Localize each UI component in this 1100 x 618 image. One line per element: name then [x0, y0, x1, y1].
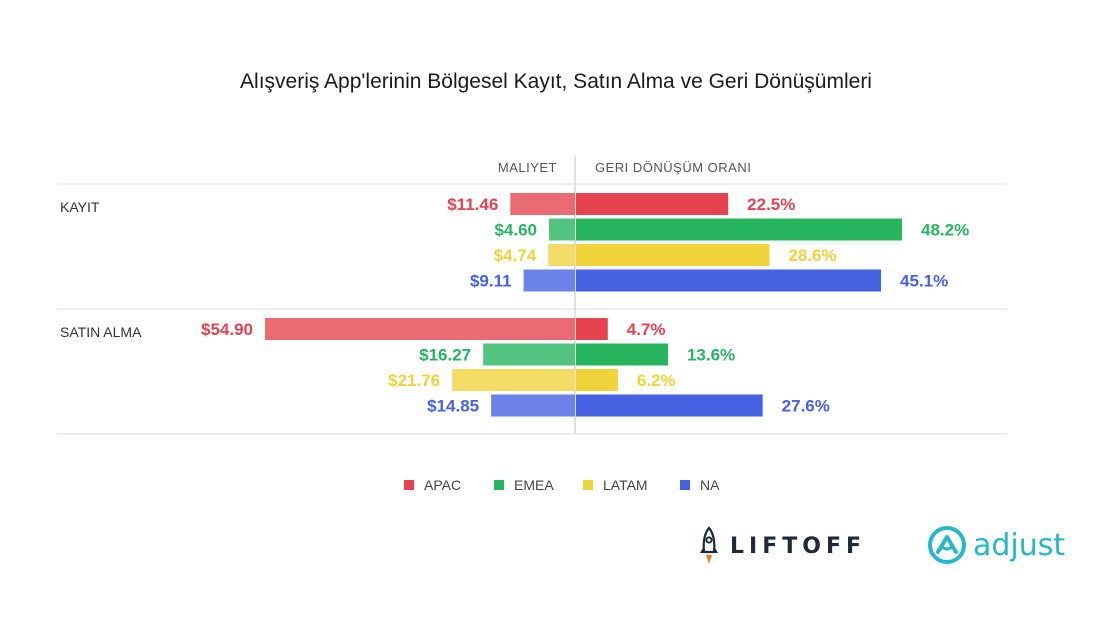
cost-bar-1-na: [491, 394, 575, 417]
rate-label-1-apac: 4.7%: [627, 320, 666, 339]
cost-bar-1-apac: [265, 318, 575, 340]
legend-swatch-na: [680, 480, 690, 490]
rate-bar-0-apac: [576, 193, 729, 215]
rate-label-0-apac: 22.5%: [747, 195, 795, 214]
cost-header: MALIYET: [498, 160, 557, 175]
rate-label-0-emea: 48.2%: [921, 221, 969, 240]
chart-title: Alışveriş App'lerinin Bölgesel Kayıt, Sa…: [240, 70, 872, 93]
cost-label-0-latam: $4.74: [494, 246, 537, 265]
legend-swatch-latam: [583, 480, 593, 490]
rate-bar-1-apac: [576, 318, 608, 340]
rate-label-0-na: 45.1%: [900, 272, 948, 291]
legend-label-latam: LATAM: [603, 477, 648, 493]
legend-label-na: NA: [700, 477, 720, 493]
liftoff-logo: LIFTOFF: [698, 526, 866, 566]
adjust-logo: adjust: [927, 522, 1065, 568]
rate-bar-0-na: [576, 269, 882, 292]
rate-bar-1-emea: [576, 343, 668, 366]
cost-label-0-emea: $4.60: [494, 221, 537, 240]
adjust-a-icon: [928, 526, 966, 564]
cost-label-1-latam: $21.76: [388, 371, 440, 390]
cost-label-0-apac: $11.46: [447, 195, 498, 214]
cost-label-0-na: $9.11: [470, 272, 512, 291]
rate-header: GERI DÖNÜŞÜM ORANI: [595, 160, 751, 175]
cost-bar-0-na: [523, 269, 575, 292]
legend-label-apac: APAC: [424, 477, 461, 493]
adjust-wordmark: adjust: [973, 527, 1066, 563]
legend-swatch-emea: [494, 480, 504, 490]
rate-label-1-emea: 13.6%: [687, 346, 735, 365]
cost-bar-1-latam: [452, 369, 575, 391]
group-label-kayit: KAYIT: [60, 199, 100, 215]
cost-label-1-emea: $16.27: [419, 346, 471, 365]
cost-bar-0-emea: [549, 218, 575, 241]
rate-bar-1-latam: [576, 369, 618, 391]
liftoff-wordmark: LIFTOFF: [730, 533, 866, 559]
rate-bar-0-emea: [576, 218, 902, 241]
cost-label-1-na: $14.85: [427, 397, 479, 416]
rate-label-1-latam: 6.2%: [637, 371, 676, 390]
cost-bar-1-emea: [483, 343, 575, 366]
legend-label-emea: EMEA: [514, 477, 554, 493]
group-label-satin-alma: SATIN ALMA: [60, 324, 142, 340]
rate-label-0-latam: 28.6%: [788, 246, 836, 265]
cost-bar-0-apac: [510, 193, 575, 215]
cost-label-1-apac: $54.90: [201, 320, 253, 339]
rocket-icon: [700, 526, 718, 564]
rate-bar-1-na: [576, 394, 763, 417]
rate-label-1-na: 27.6%: [782, 397, 830, 416]
rate-bar-0-latam: [576, 244, 770, 266]
legend-swatch-apac: [404, 480, 414, 490]
cost-bar-0-latam: [548, 244, 575, 266]
